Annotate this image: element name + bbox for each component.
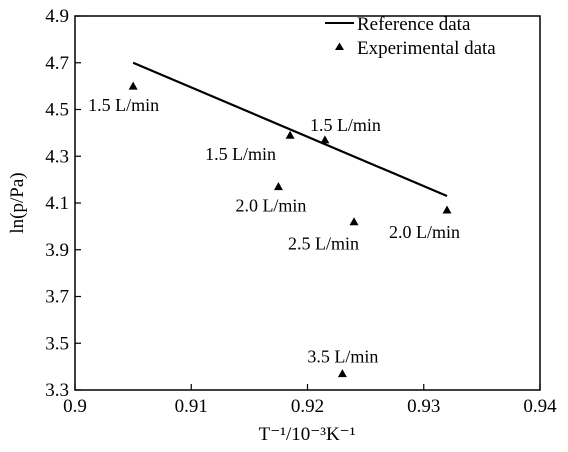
legend: Reference data Experimental data: [325, 14, 496, 59]
data-point-label: 1.5 L/min: [310, 115, 381, 135]
y-tick-label: 3.3: [45, 380, 69, 401]
legend-label-reference: Reference data: [357, 14, 471, 35]
data-point-label: 1.5 L/min: [205, 144, 276, 164]
experimental-data-point: [442, 205, 452, 214]
reference-data-line: [132, 61, 448, 198]
x-axis-ticks: 0.9 0.91 0.92 0.93 0.94: [63, 384, 557, 417]
y-tick-label: 4.1: [45, 193, 69, 214]
y-tick-label: 4.3: [45, 146, 69, 167]
experimental-data-point: [128, 81, 138, 90]
experimental-data-point: [273, 182, 283, 191]
x-tick-label: 0.9: [63, 396, 87, 417]
x-tick-label: 0.92: [291, 396, 324, 417]
data-point-label: 2.0 L/min: [235, 196, 306, 216]
y-tick-label: 4.7: [45, 53, 69, 74]
data-point-label: 3.5 L/min: [307, 347, 378, 367]
data-point-label: 2.5 L/min: [288, 234, 359, 254]
x-tick-label: 0.91: [175, 396, 208, 417]
point-labels-layer: 1.5 L/min 1.5 L/min 1.5 L/min 2.0 L/min 2.0 …: [88, 95, 460, 367]
x-axis-title: T⁻¹/10⁻³K⁻¹: [259, 424, 356, 445]
x-tick-label: 0.93: [407, 396, 440, 417]
data-point-label: 1.5 L/min: [88, 95, 159, 115]
experimental-data-point: [349, 217, 359, 226]
experimental-data-point: [337, 369, 347, 378]
legend-label-experimental: Experimental data: [357, 38, 496, 59]
legend-triangle-marker: [335, 42, 344, 50]
y-tick-label: 4.5: [45, 100, 69, 121]
y-axis-ticks: 3.3 3.5 3.7 3.9 4.1 4.3 4.5 4.7 4.9: [45, 6, 81, 401]
data-point-label: 2.0 L/min: [389, 222, 460, 242]
reference-line-layer: [132, 61, 448, 198]
x-tick-label: 0.94: [523, 396, 557, 417]
y-tick-label: 3.5: [45, 333, 69, 354]
y-tick-label: 4.9: [45, 6, 69, 27]
experimental-data-point: [320, 135, 330, 144]
plot-frame: [74, 15, 541, 391]
experimental-data-point: [285, 130, 295, 139]
experimental-points-layer: [128, 81, 452, 378]
y-tick-label: 3.7: [45, 287, 69, 308]
y-axis-title: ln(p/Pa): [7, 172, 28, 233]
y-tick-label: 3.9: [45, 240, 69, 261]
